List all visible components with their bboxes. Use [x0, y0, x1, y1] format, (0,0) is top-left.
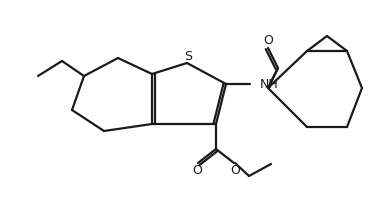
- Text: NH: NH: [260, 78, 279, 91]
- Text: O: O: [263, 34, 273, 47]
- Text: S: S: [184, 50, 192, 63]
- Text: O: O: [230, 164, 240, 177]
- Text: O: O: [192, 164, 202, 177]
